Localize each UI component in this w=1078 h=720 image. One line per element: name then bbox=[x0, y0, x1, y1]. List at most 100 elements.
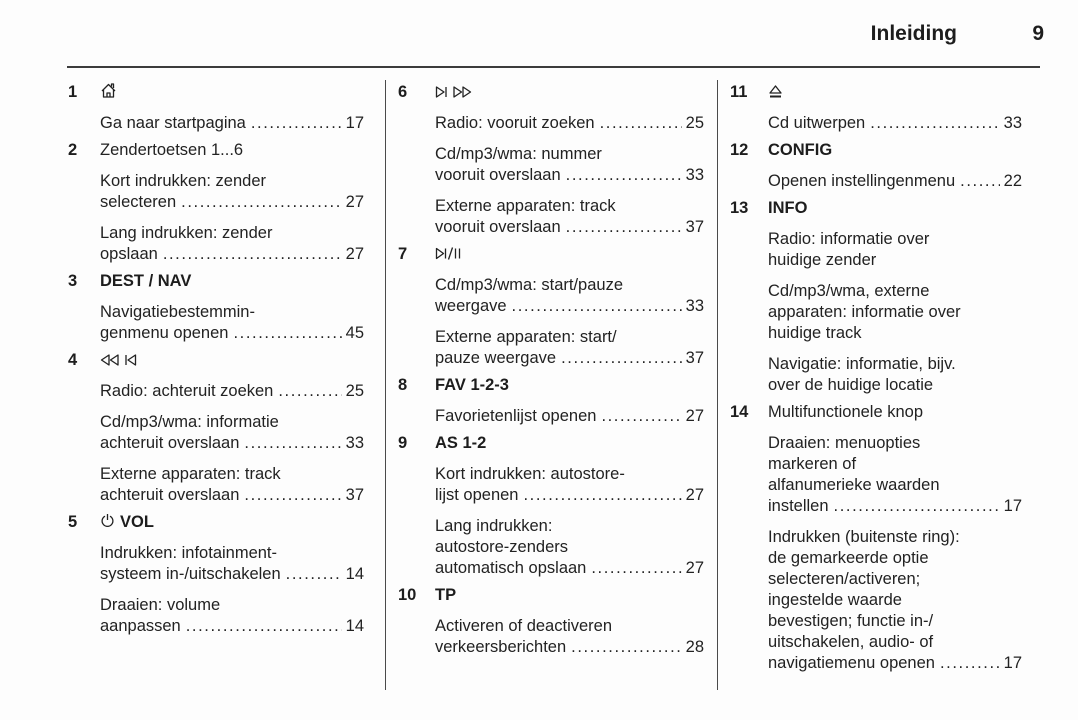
item-label-text: CONFIG bbox=[768, 141, 833, 159]
play-pause-icon bbox=[435, 247, 462, 260]
dot-leader bbox=[960, 171, 1000, 192]
entry-text: lijst openen bbox=[435, 486, 519, 504]
entry-text: instellen bbox=[768, 497, 829, 515]
entry-text: Cd/mp3/wma: nummer bbox=[435, 145, 602, 163]
index-entry: Kort indrukken: zender selecteren 27 bbox=[68, 171, 364, 213]
skip-back-icon bbox=[124, 354, 137, 366]
header-rule bbox=[67, 66, 1040, 68]
entry-text: markeren of bbox=[768, 455, 857, 473]
item-number: 4 bbox=[68, 351, 78, 369]
item-number: 12 bbox=[730, 141, 749, 159]
dot-leader bbox=[233, 323, 341, 344]
skip-forward-icon bbox=[435, 86, 448, 98]
entry-text: Cd/mp3/wma, externe bbox=[768, 282, 930, 300]
entry-text: Navigatie: informatie, bijv. bbox=[768, 355, 956, 373]
page-ref: 27 bbox=[345, 245, 364, 263]
entry-text: Lang indrukken: bbox=[435, 517, 553, 535]
item-label: VOL bbox=[100, 512, 364, 533]
index-entry: Cd/mp3/wma: start/pauze weergave 33 bbox=[398, 275, 704, 317]
entry-text: Draaien: menuopties bbox=[768, 434, 921, 452]
index-entry: Kort indrukken: autostore-lijst openen 27 bbox=[398, 464, 704, 506]
entry-text: verkeersberichten bbox=[435, 638, 567, 656]
entry-text: Cd/mp3/wma: start/pauze bbox=[435, 276, 623, 294]
page-ref: 27 bbox=[685, 559, 704, 577]
item-header: 10 TP bbox=[398, 585, 704, 606]
seek-forward-icon bbox=[453, 86, 472, 98]
entry-leader-line: achteruit overslaan 33 bbox=[100, 433, 364, 454]
index-entry: Activeren of deactiveren verkeersberichte… bbox=[398, 616, 704, 658]
seek-back-icon bbox=[100, 354, 119, 366]
entry-leader-line: selecteren 27 bbox=[100, 192, 364, 213]
item-number: 2 bbox=[68, 141, 78, 159]
item-label-text: FAV 1-2-3 bbox=[435, 376, 509, 394]
entry-text: achteruit overslaan bbox=[100, 486, 240, 504]
item-label: Zendertoetsen 1...6 bbox=[100, 140, 364, 161]
entry-text: Indrukken (buitenste ring): bbox=[768, 528, 960, 546]
entry-text: vooruit overslaan bbox=[435, 166, 561, 184]
item-label: INFO bbox=[768, 198, 1022, 219]
item-label bbox=[100, 82, 364, 103]
page-ref: 22 bbox=[1003, 172, 1022, 190]
index-column-3: 11 Cd uitwerpen 33 12 CONFIG Openen instellin… bbox=[730, 82, 1022, 674]
item-header: 14 Multifunctionele knop bbox=[730, 402, 1022, 423]
index-entry: Openen instellingenmenu 22 bbox=[730, 171, 1022, 192]
item-label-text: DEST / NAV bbox=[100, 272, 192, 290]
item-label-text: AS 1-2 bbox=[435, 434, 487, 452]
dot-leader bbox=[163, 244, 342, 265]
index-entry: Radio: informatie over huidige zender bbox=[730, 229, 1022, 271]
entry-leader-line: achteruit overslaan 37 bbox=[100, 485, 364, 506]
item-label-text: INFO bbox=[768, 199, 808, 217]
item-label bbox=[100, 350, 364, 371]
entry-leader-line: systeem in-/uitschakelen 14 bbox=[100, 564, 364, 585]
item-header: 11 bbox=[730, 82, 1022, 103]
entry-leader-line: Ga naar startpagina 17 bbox=[100, 113, 364, 134]
item-number: 10 bbox=[398, 586, 417, 604]
item-header: 4 bbox=[68, 350, 364, 371]
dot-leader bbox=[244, 433, 341, 454]
entry-leader-line: aanpassen 14 bbox=[100, 616, 364, 637]
item-number: 1 bbox=[68, 83, 78, 101]
entry-text: vooruit overslaan bbox=[435, 218, 561, 236]
entry-leader-line: Radio: vooruit zoeken 25 bbox=[435, 113, 704, 134]
index-entry: Cd/mp3/wma, externe apparaten: informatie… bbox=[730, 281, 1022, 344]
dot-leader bbox=[591, 558, 681, 579]
entry-text: aanpassen bbox=[100, 617, 181, 635]
index-entry: Externe apparaten: track achteruit oversl… bbox=[68, 464, 364, 506]
item-label-text: Zendertoetsen 1...6 bbox=[100, 141, 244, 159]
home-icon bbox=[100, 83, 117, 98]
index-column-2: 6 Radio: vooruit zoeken 25 Cd/mp3/wma: numm… bbox=[398, 82, 704, 658]
entry-text: Navigatiebestemmin- bbox=[100, 303, 255, 321]
dot-leader bbox=[181, 192, 342, 213]
entry-leader-line: vooruit overslaan 33 bbox=[435, 165, 704, 186]
index-entry: Favorietenlijst openen 27 bbox=[398, 406, 704, 427]
index-entry: Lang indrukken: zender opslaan 27 bbox=[68, 223, 364, 265]
entry-leader-line: lijst openen 27 bbox=[435, 485, 704, 506]
item-number: 13 bbox=[730, 199, 749, 217]
item-header: 2 Zendertoetsen 1...6 bbox=[68, 140, 364, 161]
entry-text: autostore-zenders bbox=[435, 538, 568, 556]
entry-leader-line: navigatiemenu openen 17 bbox=[768, 653, 1022, 674]
entry-text: Externe apparaten: track bbox=[100, 465, 281, 483]
dot-leader bbox=[186, 616, 342, 637]
entry-leader-line: vooruit overslaan 37 bbox=[435, 217, 704, 238]
page-ref: 37 bbox=[685, 349, 704, 367]
page-ref: 28 bbox=[685, 638, 704, 656]
page-ref: 27 bbox=[685, 407, 704, 425]
entry-text: huidige zender bbox=[768, 251, 877, 269]
index-entry: Externe apparaten: start/pauze weergave 3… bbox=[398, 327, 704, 369]
item-label: AS 1-2 bbox=[435, 433, 704, 454]
page-ref: 17 bbox=[1003, 497, 1022, 515]
item-number: 8 bbox=[398, 376, 408, 394]
index-entry: Cd/mp3/wma: informatie achteruit overslaa… bbox=[68, 412, 364, 454]
entry-text: ingestelde waarde bbox=[768, 591, 902, 609]
page-ref: 33 bbox=[1003, 114, 1022, 132]
index-column-1: 1 Ga naar startpagina 17 2 Zendertoetsen 1..… bbox=[68, 82, 364, 637]
item-label: FAV 1-2-3 bbox=[435, 375, 704, 396]
entry-leader-line: opslaan 27 bbox=[100, 244, 364, 265]
page-ref: 14 bbox=[345, 565, 364, 583]
entry-text: Cd/mp3/wma: informatie bbox=[100, 413, 279, 431]
entry-text: alfanumerieke waarden bbox=[768, 476, 940, 494]
item-number: 14 bbox=[730, 403, 749, 421]
item-label: Multifunctionele knop bbox=[768, 402, 1022, 423]
